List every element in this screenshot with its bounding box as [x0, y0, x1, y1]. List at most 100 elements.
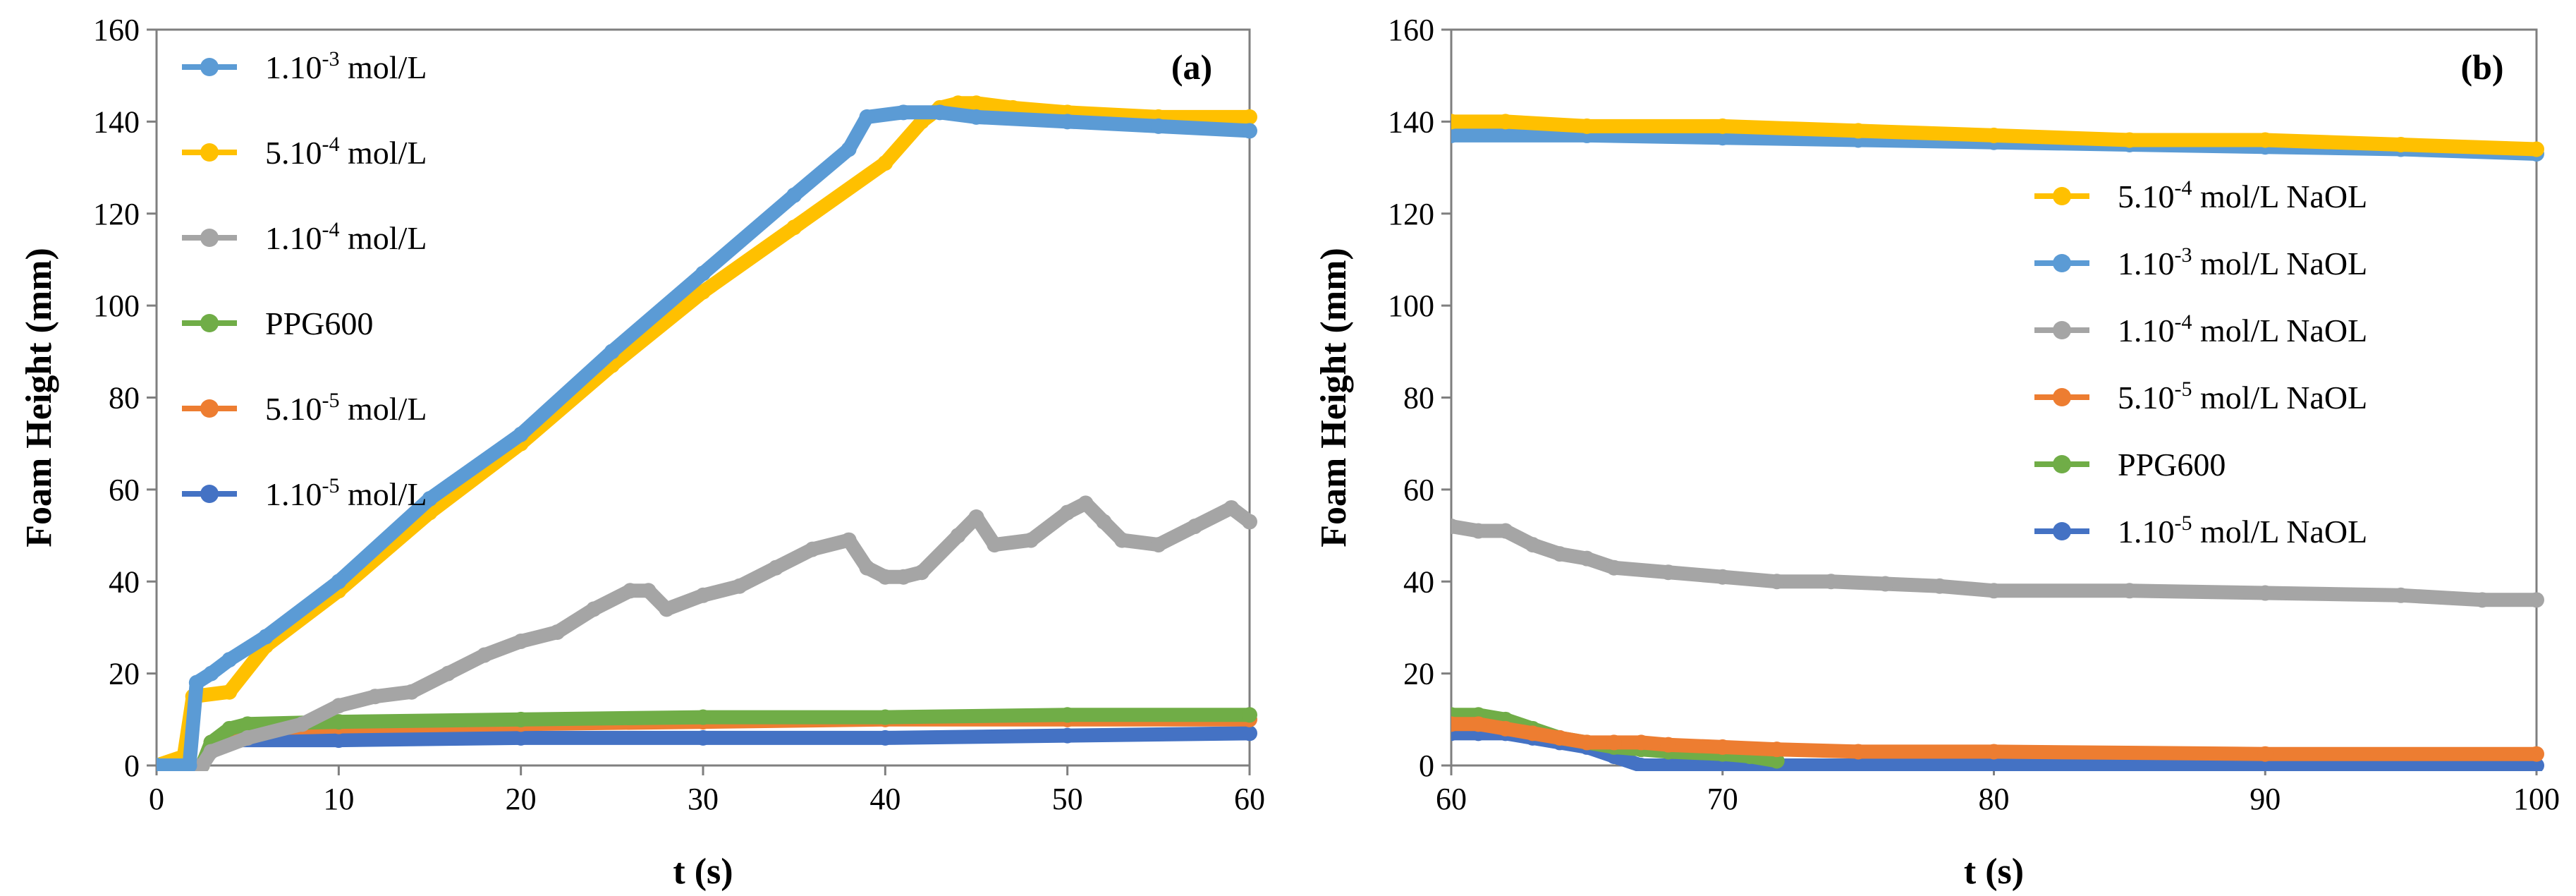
legend-label-unit: mol/L [340, 135, 427, 171]
data-point [181, 758, 197, 771]
data-point [968, 509, 984, 525]
data-point [403, 684, 420, 700]
data-point [1242, 109, 1257, 125]
data-point [221, 684, 238, 700]
data-point [1714, 739, 1730, 755]
legend-label: 5.10-5 mol/L NaOL [2118, 377, 2367, 416]
legend-label: 1.10-5 mol/L [265, 474, 427, 512]
legend-label: 1.10-4 mol/L [265, 218, 427, 256]
legend-label-exponent: -5 [2175, 511, 2192, 535]
legend-marker [200, 485, 219, 503]
legend-label-base: 1.10 [2118, 246, 2175, 281]
legend-label-exponent: -5 [322, 389, 340, 412]
data-point [422, 490, 438, 507]
legend-marker [2053, 187, 2071, 205]
data-point [1242, 123, 1257, 139]
legend-label-base: 1.10 [2118, 313, 2175, 349]
data-point [1023, 532, 1039, 548]
panel-label: (b) [2460, 47, 2503, 87]
data-point [586, 601, 602, 617]
x-tick-label: 80 [1979, 782, 2010, 816]
legend-label-base: 5.10 [265, 391, 322, 427]
data-point [440, 665, 456, 682]
legend-marker [200, 399, 219, 418]
legend-label: 1.10-5 mol/L NaOL [2118, 511, 2367, 550]
data-point [1078, 495, 1094, 511]
data-point [1242, 514, 1257, 530]
data-point [786, 219, 802, 236]
legend-label-base: 5.10 [2118, 178, 2175, 214]
y-tick-label: 120 [1388, 197, 1434, 231]
data-point [1823, 574, 1839, 590]
legend-label-exponent: -3 [322, 47, 340, 71]
data-point [157, 758, 164, 771]
data-point [1150, 537, 1166, 553]
y-tick-label: 140 [1388, 104, 1434, 139]
data-point [1769, 574, 1785, 590]
data-point [932, 104, 948, 121]
data-point [950, 95, 966, 111]
legend-label-unit: mol/L [340, 220, 427, 256]
x-axis-title: t (s) [1964, 852, 2024, 892]
data-point [1497, 720, 1513, 737]
data-point [549, 624, 566, 640]
legend-label: 5.10-5 mol/L [265, 389, 427, 427]
y-tick-label: 40 [1403, 564, 1434, 599]
y-tick-label: 0 [124, 749, 140, 783]
legend-label-base: 1.10 [2118, 514, 2175, 550]
data-point [1187, 519, 1203, 535]
data-point [950, 528, 966, 544]
y-tick-label: 100 [1388, 289, 1434, 323]
data-point [604, 344, 620, 360]
legend-marker [2053, 321, 2071, 339]
data-point [622, 583, 638, 599]
data-point [1986, 758, 2002, 771]
data-point [968, 109, 984, 125]
series-line [1451, 114, 2544, 157]
x-tick-label: 60 [1436, 782, 1467, 816]
data-point [1525, 537, 1541, 553]
data-point [513, 633, 529, 649]
legend-label: 5.10-4 mol/L NaOL [2118, 176, 2367, 214]
panel-label: (a) [1171, 47, 1212, 87]
data-point [1877, 576, 1893, 592]
data-point [331, 698, 347, 714]
legend-label-unit: mol/L [340, 49, 427, 85]
data-point [1850, 123, 1867, 139]
data-point [1096, 514, 1112, 530]
data-point [1579, 118, 1595, 134]
series-line [157, 105, 1257, 771]
data-point [1769, 753, 1785, 769]
data-point [695, 587, 711, 603]
data-point [1497, 114, 1513, 130]
data-point [987, 537, 1003, 553]
data-point [2474, 592, 2491, 608]
data-point [513, 426, 529, 442]
data-point [896, 104, 912, 121]
x-tick-label: 40 [869, 782, 901, 816]
data-point [1451, 127, 1459, 143]
y-tick-label: 100 [93, 289, 140, 323]
data-point [659, 601, 675, 617]
data-point [1150, 118, 1166, 134]
data-point [1059, 114, 1075, 130]
data-point [2257, 758, 2273, 771]
legend-label: 1.10-3 mol/L [265, 47, 427, 85]
legend: 1.10-3 mol/L5.10-4 mol/L1.10-4 mol/LPPG6… [182, 47, 427, 512]
legend-marker [2053, 254, 2071, 272]
y-tick-label: 160 [1388, 13, 1434, 47]
data-point [805, 541, 820, 557]
y-tick-label: 20 [1403, 657, 1434, 691]
data-point [1660, 758, 1676, 771]
data-point [331, 574, 347, 590]
x-axis-title: t (s) [673, 852, 733, 892]
data-point [1660, 564, 1676, 581]
data-point [841, 532, 857, 548]
chart-a: 0 20 40 60 80 100 120 140 160 0 10 20 30 40 50 60 t (s) F… [19, 13, 1265, 892]
data-point [2529, 592, 2544, 608]
data-point [1579, 550, 1595, 567]
legend-label-exponent: -5 [322, 474, 340, 497]
data-point [1059, 707, 1075, 723]
data-point [1114, 532, 1130, 548]
